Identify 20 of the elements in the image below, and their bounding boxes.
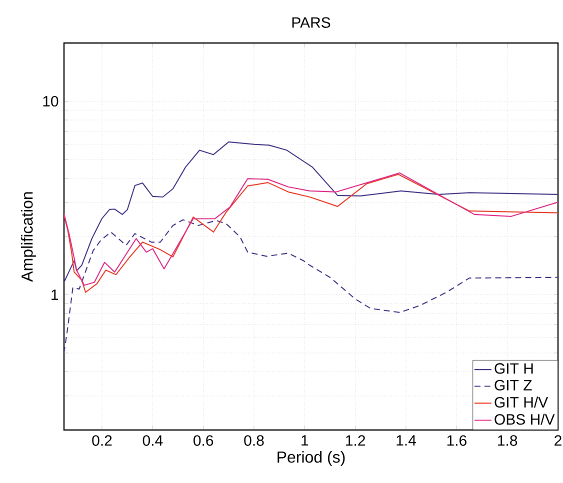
y-tick-label: 10 bbox=[43, 96, 58, 107]
x-tick-label: 1.8 bbox=[498, 435, 518, 446]
line-series bbox=[64, 141, 558, 283]
legend-label: GIT H bbox=[494, 363, 533, 374]
chart-title: PARS bbox=[292, 17, 330, 28]
x-tick-label: 0.8 bbox=[244, 435, 264, 446]
x-tick-label: 1.6 bbox=[447, 435, 466, 446]
legend-label: OBS H/V bbox=[494, 414, 555, 425]
x-tick-label: 0.4 bbox=[142, 435, 163, 446]
x-tick-label: 1.2 bbox=[346, 435, 366, 446]
line-series bbox=[64, 219, 558, 354]
x-tick-label: 0.6 bbox=[194, 435, 214, 446]
y-axis-title: Amplification bbox=[21, 192, 36, 282]
x-axis-title: Period (s) bbox=[278, 451, 345, 466]
x-tick-label: 0.2 bbox=[92, 435, 112, 446]
legend-label: GIT Z bbox=[494, 380, 532, 390]
x-tick-label: 1.4 bbox=[396, 435, 416, 446]
legend-label: GIT H/V bbox=[494, 396, 548, 408]
x-tick-label: 2 bbox=[554, 435, 562, 446]
x-tick-label: 1 bbox=[302, 435, 308, 446]
